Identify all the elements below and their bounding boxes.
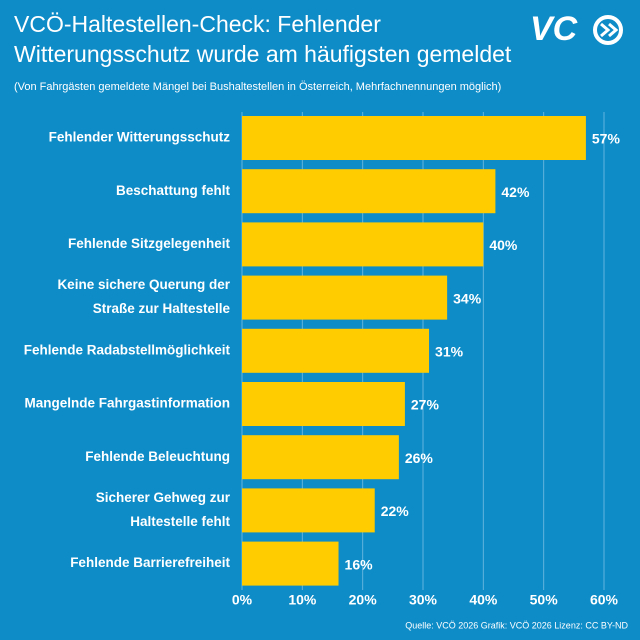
value-label: 40% <box>489 237 518 253</box>
y-tick-label: Keine sichere Querung der <box>57 277 230 292</box>
value-label: 27% <box>411 397 440 413</box>
x-tick-label: 50% <box>530 592 559 608</box>
bar <box>242 169 496 214</box>
chart-subtitle: (Von Fahrgästen gemeldete Mängel bei Bus… <box>14 81 501 93</box>
source: Quelle: VCÖ 2026 Grafik: VCÖ 2026 Lizenz… <box>405 620 628 630</box>
bar <box>242 541 339 586</box>
chart-title: VCÖ-Haltestellen-Check: Fehlender <box>14 11 381 37</box>
y-tick-label: Fehlende Barrierefreiheit <box>70 555 230 570</box>
x-tick-label: 0% <box>232 592 253 608</box>
value-label: 42% <box>501 184 530 200</box>
bar <box>242 382 405 426</box>
value-label: 26% <box>405 450 434 466</box>
y-tick-label: Beschattung fehlt <box>116 183 231 198</box>
value-label: 57% <box>592 131 621 147</box>
value-label: 34% <box>453 290 482 306</box>
bar <box>242 435 399 480</box>
bar <box>242 328 430 373</box>
y-tick-label: Fehlender Witterungsschutz <box>49 130 231 145</box>
logo-mark <box>593 15 623 45</box>
bar <box>242 488 375 533</box>
x-tick-label: 40% <box>469 592 498 608</box>
bar <box>242 222 484 267</box>
bar <box>242 275 448 320</box>
x-tick-label: 60% <box>590 592 619 608</box>
y-tick-label: Fehlende Beleuchtung <box>85 449 230 464</box>
y-tick-label: Straße zur Haltestelle <box>93 301 231 316</box>
value-label: 16% <box>345 556 374 572</box>
bar <box>242 116 586 160</box>
x-tick-label: 10% <box>288 592 317 608</box>
y-tick-label: Sicherer Gehweg zur <box>96 490 231 505</box>
y-tick-label: Fehlende Radabstellmöglichkeit <box>24 342 231 357</box>
chart-title: Witterungsschutz wurde am häufigsten gem… <box>14 41 512 67</box>
y-tick-label: Haltestelle fehlt <box>130 514 230 529</box>
logo: VC <box>530 10 578 48</box>
value-label: 31% <box>435 344 464 360</box>
value-label: 22% <box>381 503 410 519</box>
y-tick-label: Fehlende Sitzgelegenheit <box>68 236 231 251</box>
x-tick-label: 20% <box>349 592 378 608</box>
x-tick-label: 30% <box>409 592 438 608</box>
y-tick-label: Mangelnde Fahrgastinformation <box>24 396 230 411</box>
